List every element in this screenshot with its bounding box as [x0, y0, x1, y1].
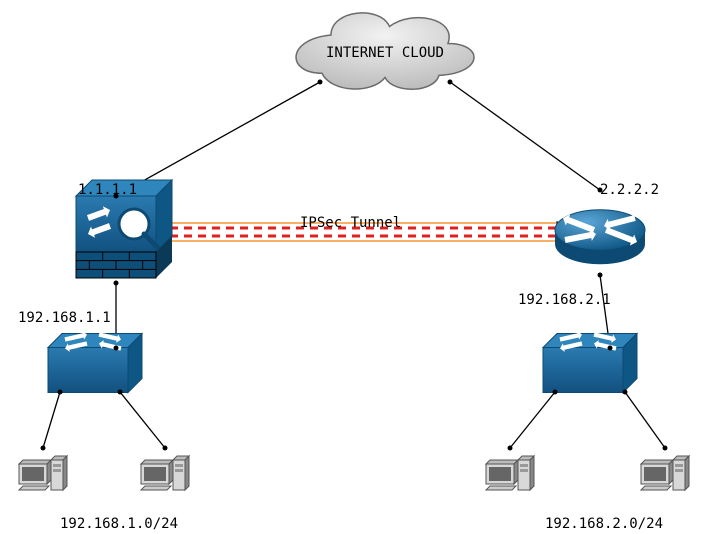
switch-right-icon [543, 331, 637, 392]
cloud-label: INTERNET CLOUD [326, 45, 444, 61]
pc-icon [19, 456, 67, 490]
net-right-label: 192.168.2.0/24 [545, 516, 663, 532]
pc-icon [141, 456, 189, 490]
pc-icon [486, 456, 534, 490]
asa-lan-label: 192.168.1.1 [18, 310, 111, 326]
router-wan-label: 2.2.2.2 [600, 182, 659, 198]
router-icon [555, 210, 645, 265]
diagram-canvas: INTERNET CLOUD [0, 0, 711, 534]
tunnel-label: IPSec Tunnel [300, 215, 401, 231]
pc-icon [641, 456, 689, 490]
switch-left-icon [48, 331, 142, 392]
internet-cloud-icon: INTERNET CLOUD [296, 13, 474, 89]
router-lan-label: 192.168.2.1 [518, 292, 611, 308]
asa-wan-label: 1.1.1.1 [78, 182, 137, 198]
net-left-label: 192.168.1.0/24 [60, 516, 178, 532]
